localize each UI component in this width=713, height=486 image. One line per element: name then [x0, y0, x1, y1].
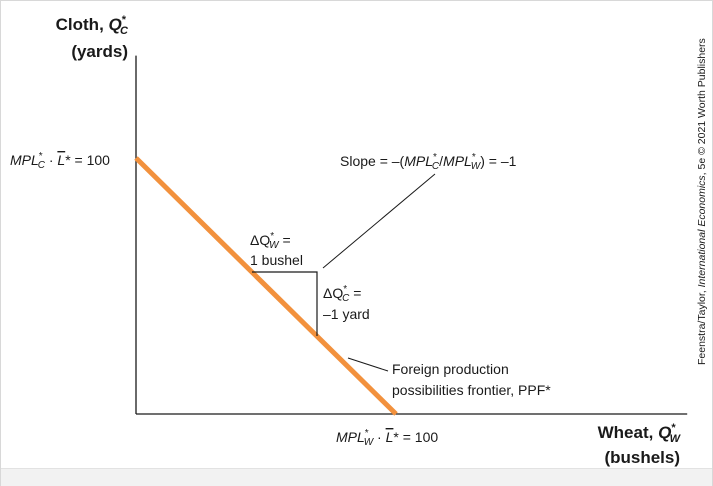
slope-label: Slope = –(MPL* C/MPL* W) = –1	[340, 152, 517, 172]
footer-band	[1, 468, 712, 486]
y-axis-unit: (yards)	[71, 42, 128, 61]
x-intercept-label: MPL* W · L* = 100	[336, 428, 438, 448]
delta-c-value: –1 yard	[323, 306, 370, 322]
slope-leader-line	[322, 173, 436, 269]
delta-c-label: ΔQ* C =	[323, 284, 361, 304]
y-axis-title: Cloth, Q* C	[56, 14, 129, 37]
credit-text: Feenstra/Taylor, International Economics…	[696, 38, 708, 365]
x-axis-unit: (bushels)	[604, 448, 680, 467]
x-axis-title: Wheat, Q* W	[598, 422, 682, 445]
delta-w-value: 1 bushel	[250, 252, 303, 268]
ppf-leader-line	[347, 357, 389, 372]
ppf-line	[134, 156, 398, 416]
delta-w-label: ΔQ* W =	[250, 231, 291, 251]
ppf-label-line2: possibilities frontier, PPF*	[392, 382, 551, 398]
slope-step	[252, 271, 318, 336]
ppf-label-line1: Foreign production	[392, 361, 509, 377]
y-intercept-label: MPL* C · L* = 100	[10, 151, 110, 171]
